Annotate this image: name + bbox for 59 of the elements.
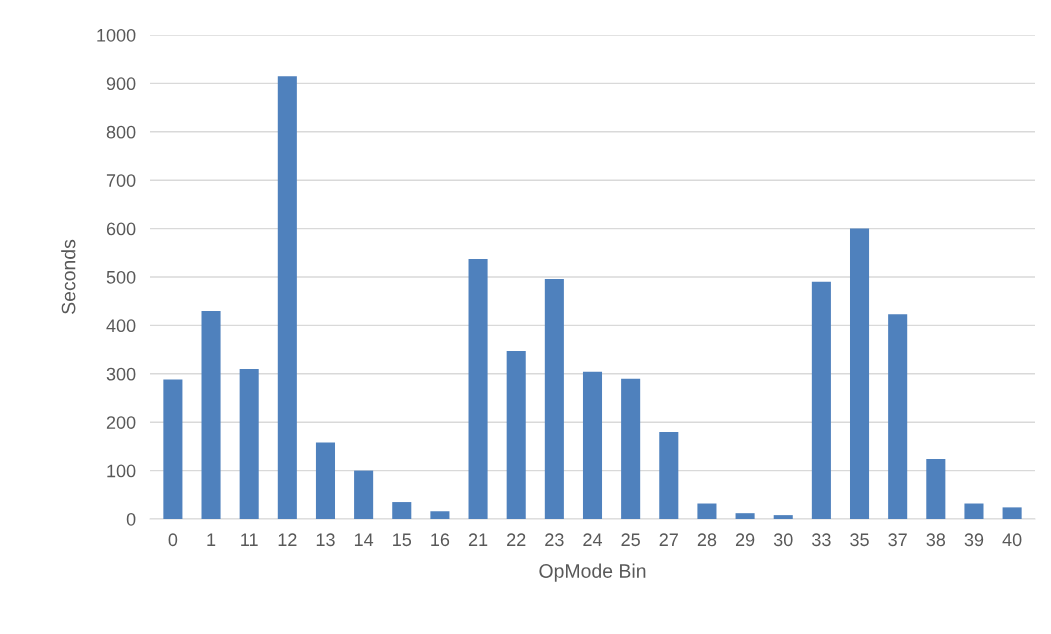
y-tick-label: 600 bbox=[106, 222, 136, 236]
bar bbox=[239, 368, 259, 519]
bar bbox=[811, 281, 831, 519]
x-tick-label: 12 bbox=[278, 533, 297, 546]
bar bbox=[468, 259, 488, 519]
x-tick-label: 13 bbox=[316, 533, 335, 547]
x-axis-title: OpMode Bin bbox=[539, 563, 646, 582]
bar bbox=[621, 378, 641, 519]
x-tick-label: 23 bbox=[545, 533, 564, 547]
y-tick-label: 0 bbox=[126, 512, 136, 526]
bar bbox=[773, 515, 793, 519]
bar bbox=[506, 351, 526, 519]
x-tick-label: 29 bbox=[735, 533, 755, 547]
y-tick-label: 700 bbox=[106, 174, 136, 187]
y-axis-title: Seconds bbox=[61, 239, 76, 314]
bar bbox=[163, 379, 183, 519]
x-tick-label: 35 bbox=[850, 533, 869, 547]
bar bbox=[354, 470, 374, 519]
x-tick-label: 15 bbox=[393, 533, 412, 547]
x-tick-label: 16 bbox=[431, 533, 450, 547]
x-tick-label: 37 bbox=[888, 533, 907, 547]
bar bbox=[392, 502, 412, 519]
y-tick-label: 400 bbox=[106, 319, 136, 333]
x-tick-label: 22 bbox=[507, 533, 526, 546]
x-tick-label: 1 bbox=[207, 533, 216, 546]
x-tick-label: 27 bbox=[659, 533, 678, 546]
bar bbox=[659, 431, 679, 519]
bar bbox=[697, 503, 717, 519]
y-tick-label: 300 bbox=[106, 367, 136, 381]
y-tick-label: 200 bbox=[106, 416, 136, 429]
bar bbox=[582, 371, 603, 519]
bar bbox=[964, 503, 984, 519]
bar bbox=[849, 228, 870, 519]
x-tick-label: 40 bbox=[1002, 533, 1022, 547]
y-tick-label: 900 bbox=[106, 77, 136, 91]
x-tick-label: 21 bbox=[468, 533, 488, 546]
y-tick-label: 1000 bbox=[97, 28, 136, 42]
y-tick-label: 100 bbox=[107, 464, 136, 478]
bar bbox=[315, 442, 336, 519]
bar bbox=[277, 76, 297, 519]
bar bbox=[888, 314, 908, 519]
x-tick-label: 39 bbox=[964, 533, 984, 547]
x-tick-label: 33 bbox=[812, 533, 831, 547]
bar bbox=[926, 458, 946, 519]
bar bbox=[201, 310, 221, 519]
x-tick-label: 30 bbox=[773, 533, 793, 547]
x-tick-label: 24 bbox=[583, 533, 603, 546]
bar bbox=[544, 278, 564, 519]
x-tick-label: 0 bbox=[168, 533, 178, 547]
y-tick-label: 500 bbox=[106, 270, 136, 284]
bar bbox=[1002, 507, 1022, 519]
y-tick-label: 800 bbox=[106, 125, 136, 139]
x-tick-label: 38 bbox=[926, 533, 946, 547]
x-tick-label: 14 bbox=[354, 533, 374, 546]
bar bbox=[735, 513, 755, 519]
x-tick-label: 28 bbox=[697, 533, 717, 547]
x-tick-label: 25 bbox=[621, 533, 640, 547]
bar bbox=[430, 511, 450, 519]
x-tick-label: 11 bbox=[241, 533, 258, 546]
